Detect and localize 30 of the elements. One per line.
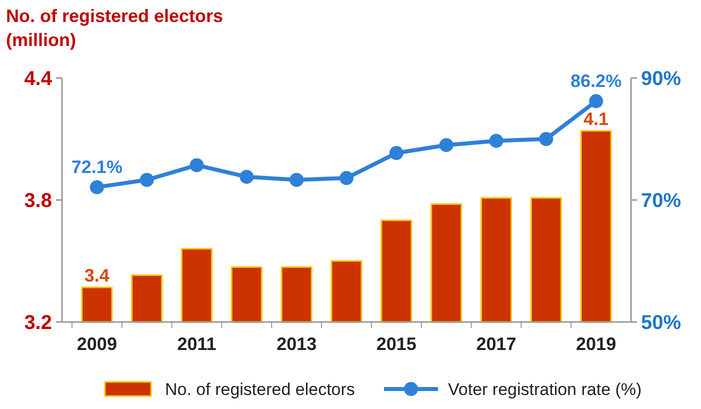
data-label: 3.4 bbox=[84, 265, 110, 286]
y2-tick-label: 50% bbox=[641, 312, 682, 334]
y2-tick-label: 90% bbox=[641, 68, 682, 90]
point bbox=[589, 94, 604, 108]
y-tick-label: 3.8 bbox=[24, 190, 52, 212]
point bbox=[539, 132, 554, 146]
data-label: 72.1% bbox=[71, 157, 122, 178]
data-label: 86.2% bbox=[570, 71, 622, 92]
point bbox=[489, 134, 504, 148]
x-tick-label: 2013 bbox=[276, 334, 317, 354]
x-tick-label: 2011 bbox=[177, 334, 216, 354]
legend-label: Voter registration rate (%) bbox=[448, 380, 642, 399]
x-tick-label: 2009 bbox=[76, 334, 117, 354]
y-tick-label: 3.2 bbox=[24, 312, 52, 334]
point bbox=[140, 172, 154, 187]
legend-label: No. of registered electors bbox=[165, 380, 355, 399]
y-tick-label: 4.4 bbox=[24, 68, 53, 90]
point bbox=[240, 170, 254, 184]
y2-tick-label: 70% bbox=[641, 190, 682, 212]
point bbox=[340, 171, 354, 186]
point bbox=[190, 158, 204, 172]
x-tick-label: 2017 bbox=[476, 334, 516, 354]
x-tick-label: 2015 bbox=[376, 334, 416, 354]
point bbox=[290, 172, 304, 187]
y-axis-title: No. of registered electors (million) bbox=[6, 6, 224, 50]
data-label: 4.1 bbox=[584, 108, 609, 129]
point bbox=[90, 180, 104, 194]
x-tick-label: 2019 bbox=[576, 334, 616, 354]
point bbox=[439, 138, 454, 152]
point bbox=[389, 146, 404, 160]
